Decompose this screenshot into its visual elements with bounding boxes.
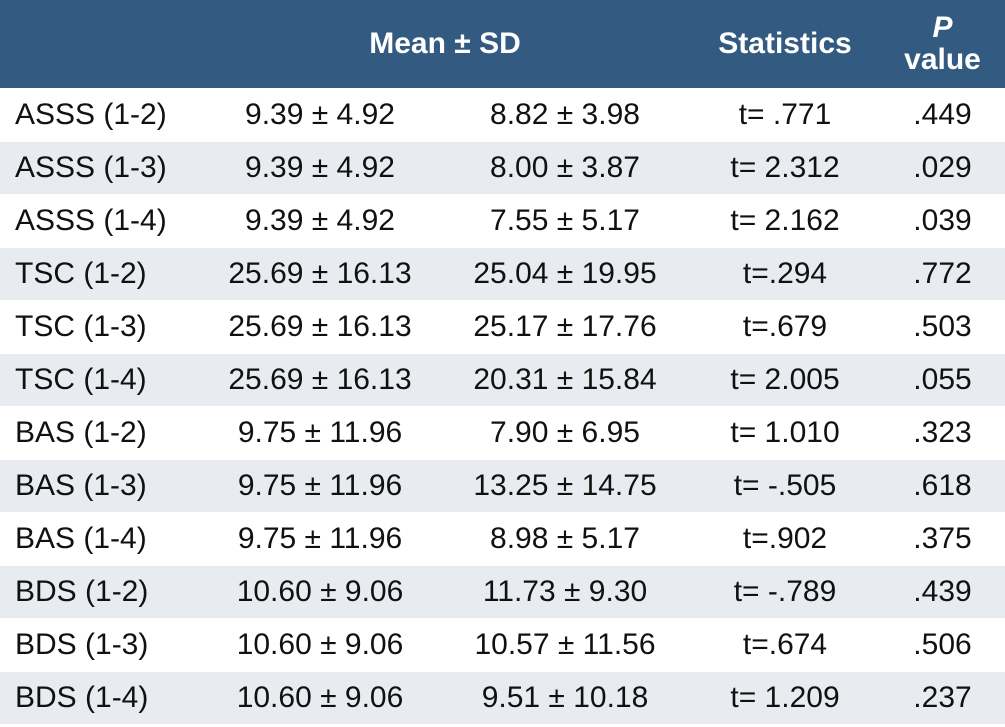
header-cell: Statistics: [718, 26, 852, 60]
table-cell: 10.60 ± 9.06: [200, 617, 440, 671]
table-cell: t=.902: [690, 511, 880, 565]
table-cell: .055: [880, 352, 1005, 406]
row-label: BAS (1-3): [0, 458, 200, 512]
table-row: ASSS (1-2) 9.39 ± 4.92 8.82 ± 3.98 t= .771.…: [0, 87, 1005, 141]
table-cell: .618: [880, 458, 1005, 512]
table-body: ASSS (1-2) 9.39 ± 4.92 8.82 ± 3.98 t= .771.…: [0, 87, 1005, 724]
header-cell: Mean ± SD: [369, 26, 521, 60]
row-label: ASSS (1-4): [0, 193, 200, 247]
table-cell: .237: [880, 670, 1005, 724]
row-label: BDS (1-3): [0, 617, 200, 671]
table-cell: 7.55 ± 5.17: [440, 193, 690, 247]
table-cell: t= 1.209: [690, 670, 880, 724]
table-cell: 25.69 ± 16.13: [200, 246, 440, 300]
table-cell: 9.39 ± 4.92: [200, 140, 440, 194]
row-label: TSC (1-4): [0, 352, 200, 406]
table-cell: 9.75 ± 11.96: [200, 458, 440, 512]
table-cell: 20.31 ± 15.84: [440, 352, 690, 406]
table-cell: 25.04 ± 19.95: [440, 246, 690, 300]
row-label: BDS (1-2): [0, 564, 200, 618]
table-cell: 7.90 ± 6.95: [440, 405, 690, 459]
table-cell: t= -.505: [690, 458, 880, 512]
row-label: TSC (1-3): [0, 299, 200, 353]
table-cell: 10.60 ± 9.06: [200, 564, 440, 618]
table-cell: 10.57 ± 11.56: [440, 617, 690, 671]
table-cell: 25.69 ± 16.13: [200, 299, 440, 353]
table-cell: .439: [880, 564, 1005, 618]
table-cell: 25.69 ± 16.13: [200, 352, 440, 406]
row-label: ASSS (1-3): [0, 140, 200, 194]
table-cell: t=.674: [690, 617, 880, 671]
table-cell: t= -.789: [690, 564, 880, 618]
table-cell: t= 2.162: [690, 193, 880, 247]
table-cell: 8.82 ± 3.98: [440, 87, 690, 141]
table-cell: 9.51 ± 10.18: [440, 670, 690, 724]
table-cell: 13.25 ± 14.75: [440, 458, 690, 512]
table-cell: 10.60 ± 9.06: [200, 670, 440, 724]
header-text: value: [904, 42, 981, 76]
table-cell: .503: [880, 299, 1005, 353]
header-cell: [0, 0, 200, 88]
table-row: ASSS (1-4) 9.39 ± 4.92 7.55 ± 5.17 t= 2.162…: [0, 193, 1005, 247]
table-row: TSC (1-3) 25.69 ± 16.13 25.17 ± 17.76 t=.67…: [0, 299, 1005, 353]
table-cell: 9.75 ± 11.96: [200, 511, 440, 565]
table-cell: 8.00 ± 3.87: [440, 140, 690, 194]
header-text: P: [932, 10, 953, 44]
table-row: TSC (1-2) 25.69 ± 16.13 25.04 ± 19.95 t=.29…: [0, 246, 1005, 300]
table-cell: t= .771: [690, 87, 880, 141]
table-row: BDS (1-3) 10.60 ± 9.06 10.57 ± 11.56 t=.674…: [0, 617, 1005, 671]
table-cell: .375: [880, 511, 1005, 565]
row-label: BDS (1-4): [0, 670, 200, 724]
table-cell: .449: [880, 87, 1005, 141]
table-cell: t= 2.312: [690, 140, 880, 194]
table-row: TSC (1-4) 25.69 ± 16.13 20.31 ± 15.84 t= 2.…: [0, 352, 1005, 406]
row-label: BAS (1-4): [0, 511, 200, 565]
table-row: BDS (1-4) 10.60 ± 9.06 9.51 ± 10.18 t= 1.20…: [0, 670, 1005, 724]
row-label: ASSS (1-2): [0, 87, 200, 141]
row-label: BAS (1-2): [0, 405, 200, 459]
table-cell: t=.294: [690, 246, 880, 300]
table-cell: 8.98 ± 5.17: [440, 511, 690, 565]
table-row: BAS (1-3) 9.75 ± 11.96 13.25 ± 14.75 t= -.5…: [0, 458, 1005, 512]
table-cell: .323: [880, 405, 1005, 459]
table-row: BAS (1-4) 9.75 ± 11.96 8.98 ± 5.17 t=.902.3…: [0, 511, 1005, 565]
table-row: BAS (1-2) 9.75 ± 11.96 7.90 ± 6.95 t= 1.010…: [0, 405, 1005, 459]
table-cell: 11.73 ± 9.30: [440, 564, 690, 618]
row-label: TSC (1-2): [0, 246, 200, 300]
table-cell: .772: [880, 246, 1005, 300]
table-cell: t=.679: [690, 299, 880, 353]
table-cell: t= 1.010: [690, 405, 880, 459]
table-cell: 25.17 ± 17.76: [440, 299, 690, 353]
table-cell: .029: [880, 140, 1005, 194]
table-cell: 9.39 ± 4.92: [200, 193, 440, 247]
table-cell: 9.39 ± 4.92: [200, 87, 440, 141]
table-cell: 9.75 ± 11.96: [200, 405, 440, 459]
table-row: BDS (1-2) 10.60 ± 9.06 11.73 ± 9.30 t= -.78…: [0, 564, 1005, 618]
table-cell: .039: [880, 193, 1005, 247]
table-cell: .506: [880, 617, 1005, 671]
table-row: ASSS (1-3) 9.39 ± 4.92 8.00 ± 3.87 t= 2.312…: [0, 140, 1005, 194]
table-cell: t= 2.005: [690, 352, 880, 406]
